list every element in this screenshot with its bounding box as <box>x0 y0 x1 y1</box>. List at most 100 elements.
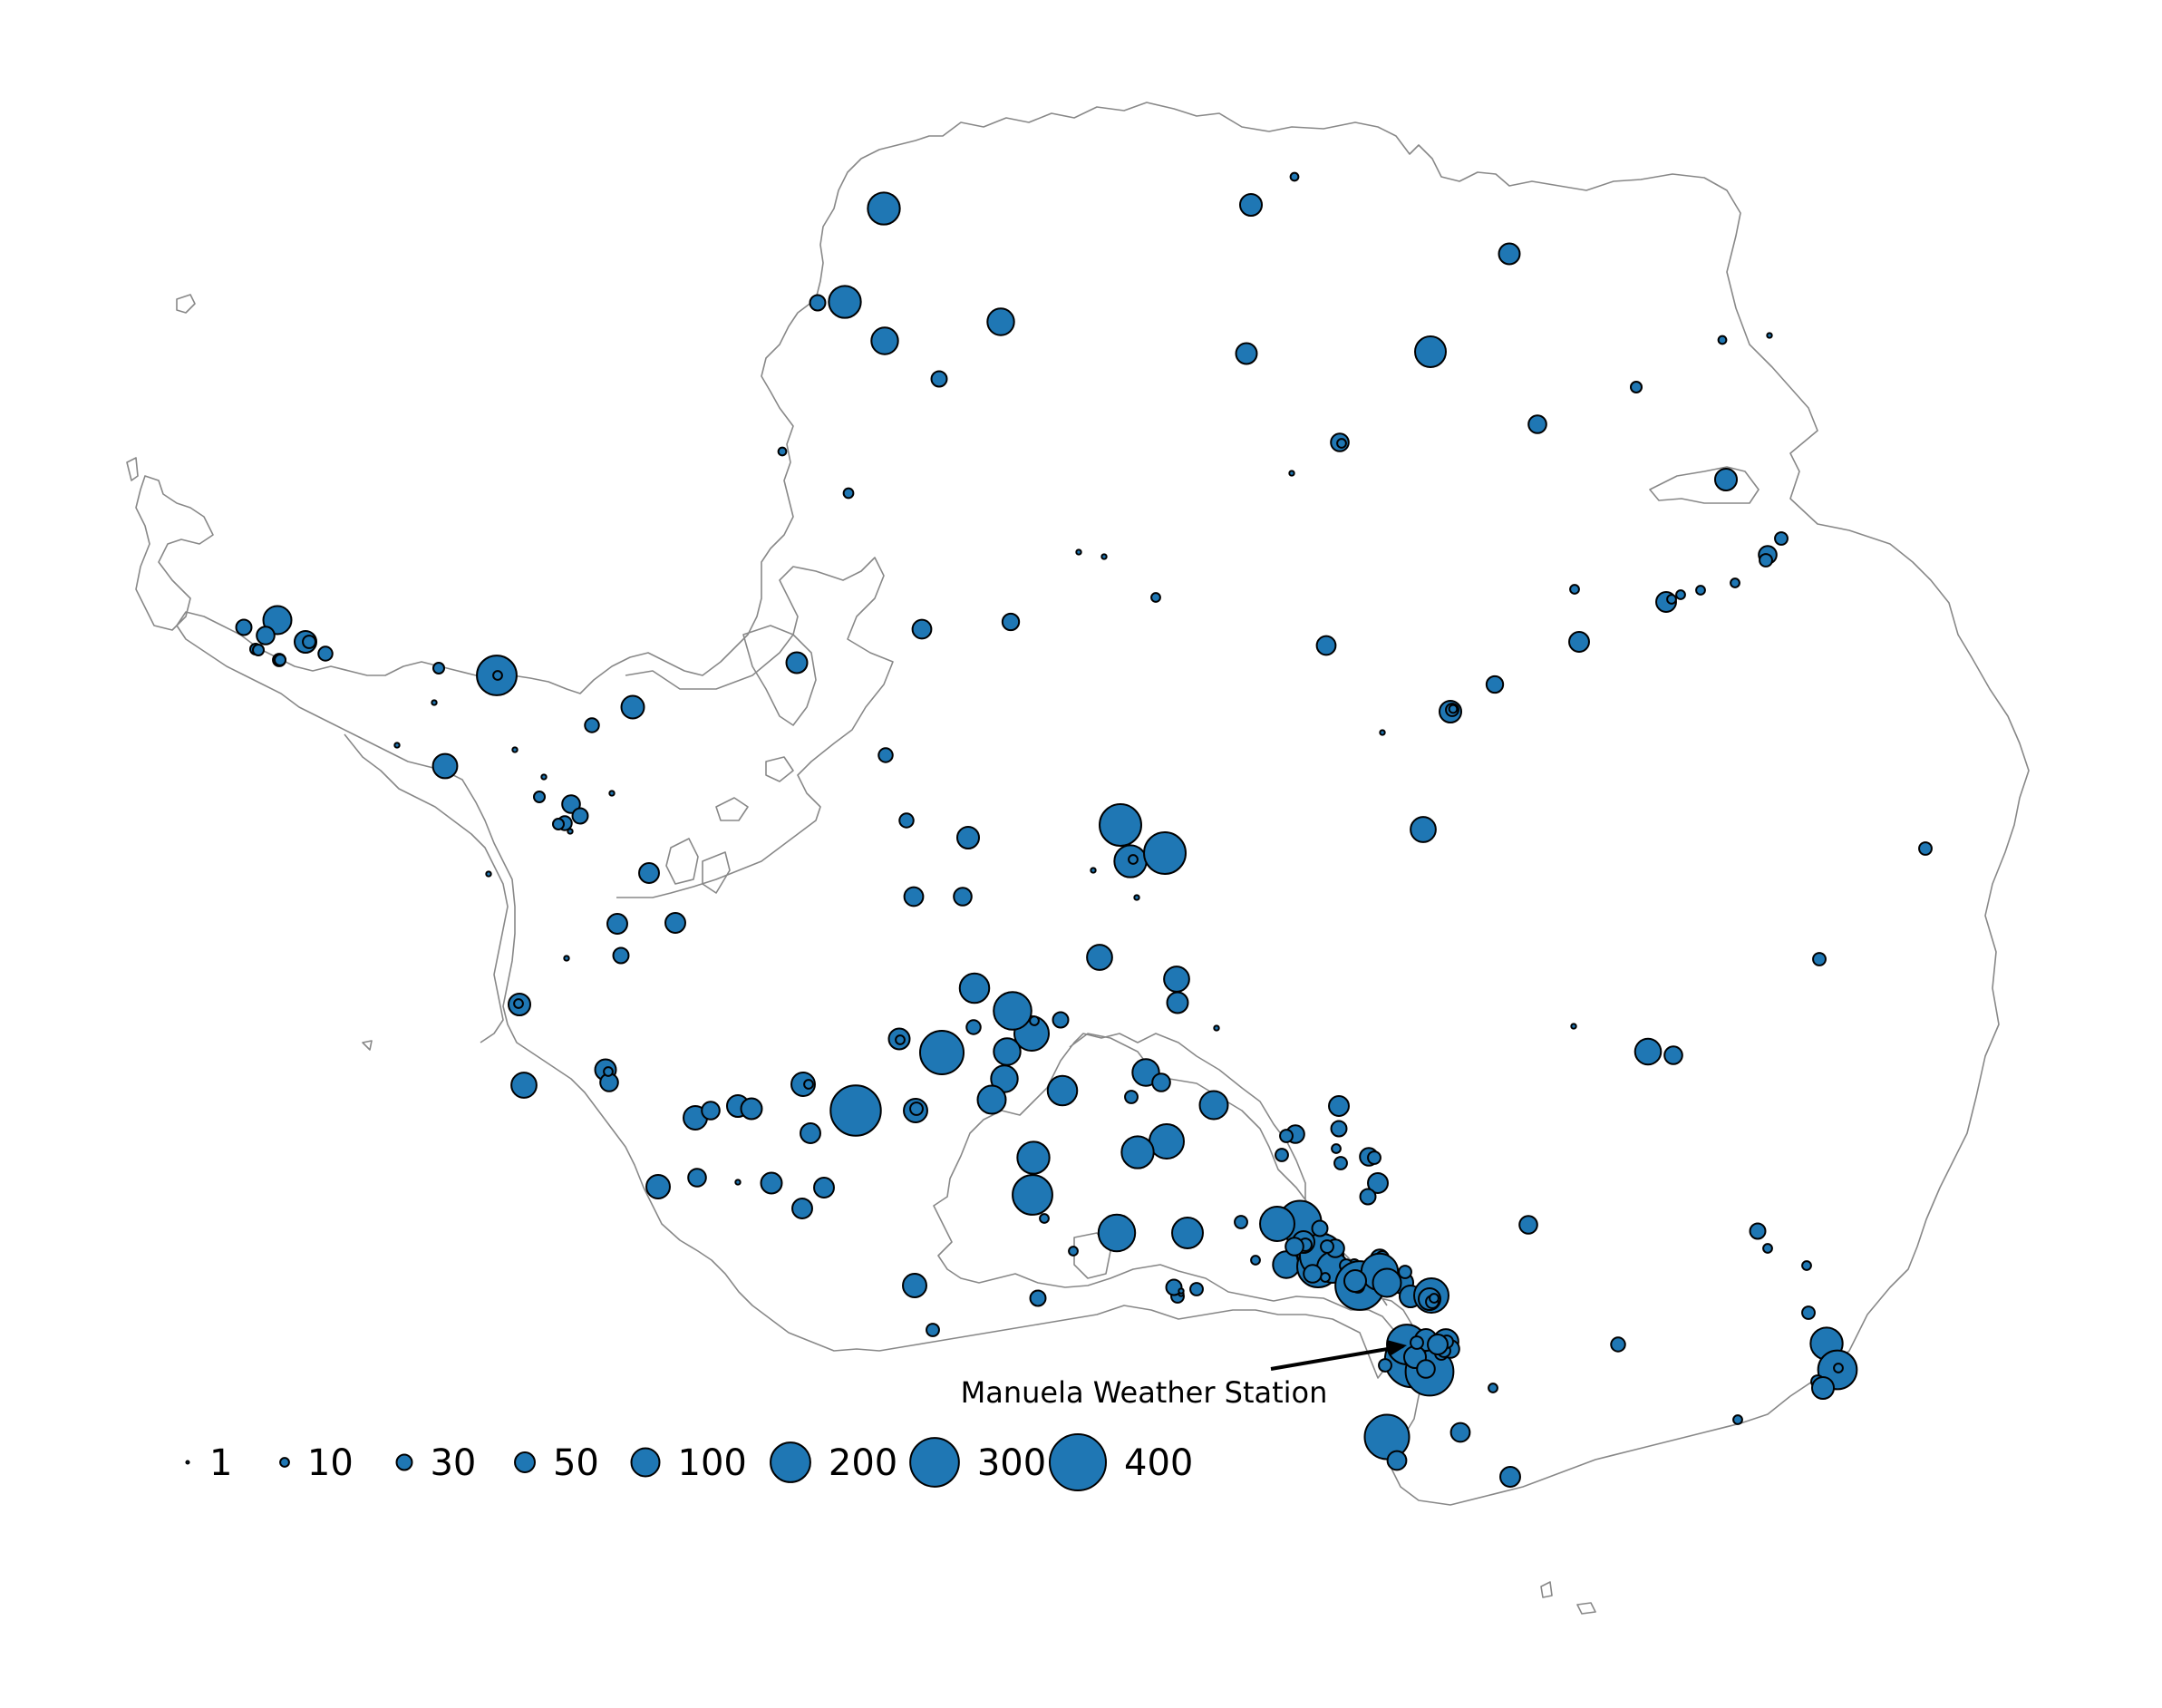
legend-marker <box>770 1441 811 1483</box>
station-marker <box>1527 414 1547 434</box>
roosevelt-island <box>1073 1232 1111 1279</box>
legend-marker <box>279 1457 290 1468</box>
station-marker <box>1331 1143 1342 1154</box>
station-marker <box>1320 1239 1334 1254</box>
station-marker <box>1068 1246 1079 1257</box>
station-marker <box>1749 1222 1767 1240</box>
station-markers <box>235 171 1933 1488</box>
station-marker <box>1198 1090 1229 1121</box>
station-marker <box>955 825 981 850</box>
station-marker <box>993 1037 1022 1066</box>
station-marker <box>1311 1219 1329 1237</box>
station-marker <box>1012 1174 1053 1216</box>
station-marker <box>909 1101 924 1116</box>
station-marker <box>687 1168 707 1188</box>
station-marker <box>1001 612 1021 632</box>
station-marker <box>958 972 991 1004</box>
legend-label: 400 <box>1124 1442 1193 1484</box>
station-marker <box>1717 335 1728 345</box>
station-marker <box>790 1072 816 1097</box>
station-marker <box>1762 1243 1773 1254</box>
station-marker <box>1343 1268 1368 1294</box>
station-marker <box>563 955 570 962</box>
station-marker <box>1367 1150 1382 1165</box>
station-marker <box>911 618 933 640</box>
station-marker <box>317 645 334 662</box>
station-marker <box>1150 592 1161 603</box>
berkner-island <box>742 625 817 726</box>
station-marker <box>1367 1172 1389 1194</box>
station-marker <box>1410 816 1437 843</box>
island-3 <box>1540 1581 1553 1598</box>
station-marker <box>785 651 809 674</box>
station-marker <box>1448 704 1459 714</box>
station-marker <box>1250 1255 1261 1266</box>
station-marker <box>1386 1450 1408 1471</box>
station-marker <box>256 626 276 645</box>
station-marker <box>1171 1217 1204 1249</box>
station-marker <box>1499 1466 1521 1488</box>
amery-ice-shelf <box>1649 466 1760 504</box>
station-marker <box>1163 966 1190 993</box>
station-marker <box>930 370 948 388</box>
station-marker <box>867 191 901 226</box>
station-marker <box>1414 335 1447 368</box>
station-marker <box>1518 1215 1538 1235</box>
station-marker <box>1713 467 1739 492</box>
station-marker <box>551 817 566 831</box>
station-marker <box>1330 1120 1348 1138</box>
station-marker <box>1333 1156 1348 1170</box>
coastline <box>126 102 2030 1615</box>
station-marker <box>760 1171 783 1195</box>
station-marker <box>1320 1272 1331 1283</box>
station-marker <box>492 670 503 681</box>
station-marker <box>1189 1282 1204 1296</box>
station-marker <box>1801 1305 1816 1320</box>
station-marker <box>1039 1213 1050 1224</box>
station-marker <box>1165 1278 1183 1296</box>
legend-label: 200 <box>829 1442 897 1484</box>
legend-label: 100 <box>678 1442 747 1484</box>
legend-label: 300 <box>977 1442 1046 1484</box>
station-marker <box>1090 867 1097 874</box>
station-marker <box>1568 631 1590 653</box>
legend-marker <box>1049 1433 1107 1491</box>
station-marker <box>584 717 600 733</box>
station-marker <box>620 694 645 720</box>
station-marker <box>1149 1123 1185 1160</box>
station-marker <box>1918 841 1933 856</box>
station-marker <box>1029 1015 1040 1026</box>
station-marker <box>645 1174 671 1199</box>
station-marker <box>561 794 581 814</box>
annotation-arrow <box>1270 1344 1404 1371</box>
station-marker <box>1235 342 1258 365</box>
legend-label: 1 <box>209 1442 232 1484</box>
station-marker <box>1666 594 1677 605</box>
station-marker <box>1178 1287 1185 1295</box>
station-marker <box>1234 1215 1248 1229</box>
station-marker <box>1398 1265 1412 1279</box>
station-marker <box>1410 1335 1424 1350</box>
peninsula-west-coast <box>344 733 509 1043</box>
station-marker <box>1629 380 1643 394</box>
station-marker <box>1213 1024 1220 1032</box>
ice-rise-2 <box>765 756 794 782</box>
station-marker <box>734 1179 742 1186</box>
station-marker <box>1498 242 1521 266</box>
station-marker <box>1099 803 1142 847</box>
station-marker <box>235 618 253 636</box>
station-marker <box>903 886 925 907</box>
station-marker <box>1801 1260 1812 1271</box>
station-marker <box>1029 1289 1047 1307</box>
station-marker <box>1810 1375 1836 1401</box>
station-marker <box>976 1084 1007 1115</box>
island-5 <box>362 1040 373 1051</box>
station-marker <box>800 1122 821 1144</box>
station-marker <box>1488 1383 1498 1393</box>
annotation-arrowhead <box>1387 1340 1407 1356</box>
station-marker <box>1315 635 1337 656</box>
station-marker <box>513 998 524 1009</box>
station-marker <box>1328 1095 1350 1117</box>
station-marker <box>1086 944 1113 971</box>
station-marker <box>603 1066 614 1077</box>
